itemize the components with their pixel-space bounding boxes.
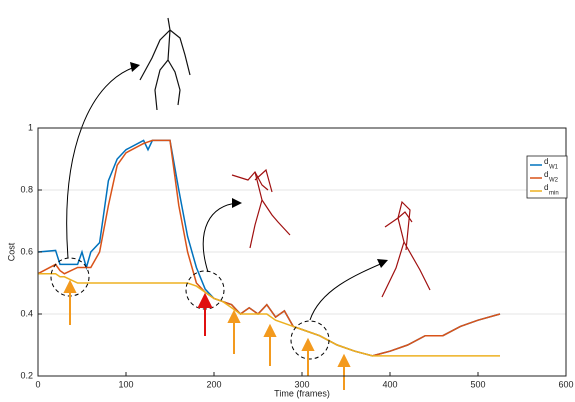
x-tick-label: 600 — [558, 379, 573, 389]
legend-label: d — [544, 183, 548, 192]
series-line — [38, 272, 500, 357]
y-tick-label: 0.8 — [20, 184, 33, 194]
skeleton-red — [231, 168, 431, 298]
y-tick-label: 0.4 — [20, 308, 33, 318]
legend-subscript: W1 — [549, 165, 559, 171]
y-axis-label: Cost — [6, 242, 16, 261]
x-tick-label: 300 — [294, 379, 309, 389]
x-tick-label: 400 — [382, 379, 397, 389]
pointer-arrow — [66, 65, 139, 259]
plot — [37, 139, 501, 357]
legend-label: d — [544, 170, 548, 179]
x-tick-label: 0 — [35, 379, 40, 389]
arrow-head — [232, 198, 242, 208]
y-tick-label: 1 — [28, 122, 33, 132]
series-line — [37, 139, 501, 357]
x-axis-label: Time (frames) — [274, 388, 330, 398]
frame-arrows — [63, 279, 351, 390]
pointer-arrow — [309, 261, 386, 321]
frame-arrow-red — [197, 292, 213, 336]
x-tick-label: 100 — [118, 379, 133, 389]
legend-subscript: W2 — [549, 178, 559, 184]
legend-label: d — [544, 157, 548, 166]
y-tick-label: 0.2 — [20, 370, 33, 380]
legend-subscript: min — [549, 191, 559, 197]
x-tick-label: 200 — [206, 379, 221, 389]
y-tick-label: 0.6 — [20, 246, 33, 256]
arrow-head — [377, 259, 388, 268]
arrow-head — [130, 62, 140, 72]
skeleton-black — [139, 17, 191, 111]
highlight-circle — [290, 320, 330, 360]
x-tick-label: 500 — [470, 379, 485, 389]
pointer-arrow — [202, 202, 239, 273]
series-line — [37, 139, 501, 357]
annotations — [50, 17, 431, 390]
